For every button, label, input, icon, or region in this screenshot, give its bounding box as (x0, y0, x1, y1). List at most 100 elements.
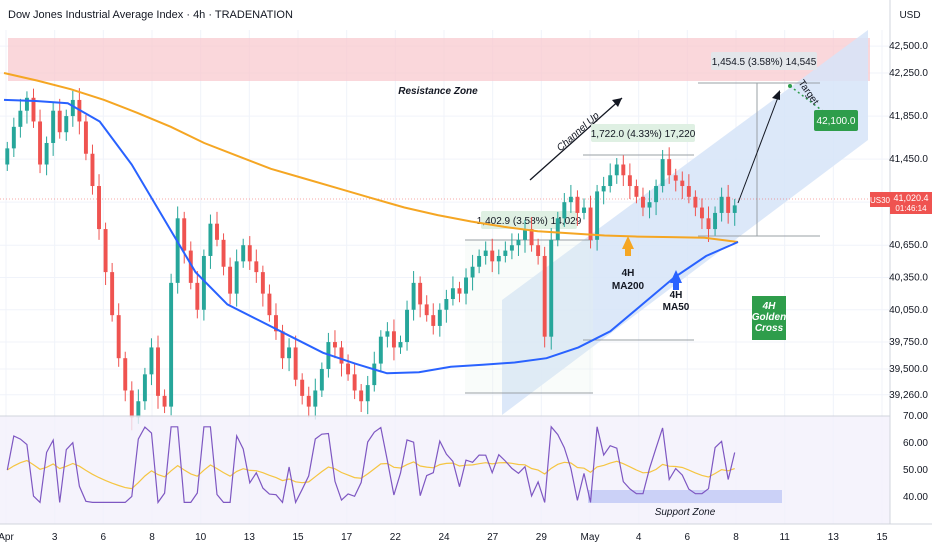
channel-up-arrowhead (612, 98, 622, 107)
candle-body (116, 315, 121, 359)
price-tag-price: 41,020.4 (893, 193, 928, 203)
candle-body (575, 196, 580, 213)
measure-1-label: 1,402.9 (3.58%) 14,029 (477, 216, 582, 227)
candle-body (339, 347, 344, 364)
rsi-pane (0, 416, 890, 524)
time-tick: 27 (487, 532, 499, 543)
candle-body (306, 395, 311, 407)
candle-body (713, 212, 718, 230)
candle-body (175, 218, 180, 283)
price-tick: 40,350.0 (889, 272, 928, 283)
candle-body (418, 282, 423, 305)
time-tick: 4 (636, 532, 642, 543)
candle-body (142, 374, 147, 402)
candle-body (719, 196, 724, 213)
candle-body (621, 164, 626, 176)
measure-2-box (591, 124, 695, 142)
channel-up-arrow (529, 97, 623, 181)
time-tick: 11 (779, 532, 790, 543)
candle-body (608, 175, 613, 187)
ma200-label-line1: 4H (622, 268, 635, 279)
candle-body (372, 363, 377, 386)
candle-body (627, 175, 632, 187)
candle-body (97, 186, 101, 230)
candle-body (496, 255, 501, 262)
candle-body (385, 331, 390, 337)
price-tick: 40,650.0 (889, 240, 928, 251)
candle-body (601, 186, 606, 192)
candle-body (280, 331, 285, 359)
candle-body (405, 309, 410, 343)
candle-body (169, 282, 174, 407)
candle-body (110, 272, 115, 316)
price-axis-bg (890, 0, 932, 550)
candle-body (365, 385, 370, 402)
time-axis-bg (0, 524, 932, 550)
candle-body (267, 293, 272, 316)
candle-body (464, 277, 468, 294)
candle-body (706, 218, 711, 230)
time-tick: 8 (733, 532, 739, 543)
time-tick: 24 (438, 532, 450, 543)
chart-title: Dow Jones Industrial Average Index · 4h … (8, 9, 293, 21)
projection-arrow (737, 91, 781, 204)
price-tick: 39,500.0 (889, 364, 928, 375)
candle-body (293, 347, 298, 380)
candle-body (332, 342, 337, 348)
golden-cross-line3: Cross (755, 323, 784, 334)
time-tick: 15 (876, 532, 888, 543)
candle-body (44, 142, 49, 165)
candle-body (568, 196, 573, 203)
projection-arrowhead (772, 90, 780, 100)
rsi-tick: 60.00 (903, 438, 928, 449)
candle-body (582, 207, 586, 213)
measure-1-box (481, 211, 577, 229)
candle-body (654, 186, 659, 203)
price-tick: 39,260.0 (889, 390, 928, 401)
candle-body (457, 288, 462, 294)
rsi-lines (6, 425, 736, 505)
candle-body (123, 358, 128, 391)
time-axis-ticks: Apr 3 6 8 10 13 15 17 22 24 27 29 May 4 6 8 11 13 15 (0, 532, 888, 543)
candle-body (149, 347, 154, 375)
support-zone (588, 490, 782, 503)
candle-body (24, 97, 29, 111)
candle-body (378, 336, 383, 364)
candle-body (234, 261, 239, 294)
time-tick: 13 (828, 532, 840, 543)
candle-body (398, 342, 403, 348)
time-tick: Apr (0, 532, 14, 543)
candle-body (555, 218, 560, 240)
time-tick: 6 (101, 532, 107, 543)
candle-body (313, 390, 318, 407)
time-tick: 6 (685, 532, 691, 543)
candle-body (477, 255, 482, 267)
time-tick: 3 (52, 532, 58, 543)
price-tick: 39,750.0 (889, 337, 928, 348)
candle-body (444, 299, 449, 310)
target-price-label: 42,100.0 (817, 116, 856, 127)
time-tick: 29 (536, 532, 548, 543)
candle-body (300, 379, 305, 396)
measure-3-box (711, 52, 817, 70)
candle-body (503, 250, 508, 256)
candle-body (470, 266, 475, 278)
candle-body (523, 229, 527, 240)
ma200-label-line2: MA200 (612, 281, 645, 292)
channel-up-band (502, 30, 868, 415)
candle-body (57, 110, 62, 133)
candle-body (490, 250, 495, 262)
candle-body (83, 121, 88, 154)
ma-line (3, 72, 739, 243)
candle-body (588, 207, 593, 240)
candle-body (64, 116, 69, 133)
candle-body (195, 282, 200, 310)
rsi-tick: 50.00 (903, 465, 928, 476)
ma200-arrow-icon (622, 236, 634, 249)
candle-body (260, 272, 265, 294)
price-tag-box[interactable] (890, 192, 932, 214)
ma-line (3, 98, 739, 375)
candle-body (686, 186, 691, 197)
candle-body (241, 245, 246, 262)
